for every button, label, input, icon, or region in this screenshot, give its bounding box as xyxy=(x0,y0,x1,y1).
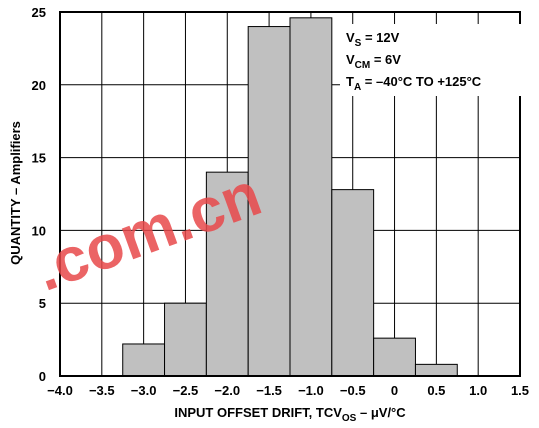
x-tick-label: 1.5 xyxy=(511,383,529,398)
x-tick-label: −0.5 xyxy=(340,383,366,398)
x-tick-labels: −4.0 −3.5 −3.0 −2.5 −2.0 −1.5 −1.0 −0.5 0 0.5 1.0 1… xyxy=(47,383,529,398)
x-tick-label: −4.0 xyxy=(47,383,73,398)
y-tick-label: 25 xyxy=(32,5,46,20)
x-tick-label: −2.5 xyxy=(173,383,199,398)
histogram-bar xyxy=(164,302,207,377)
y-tick-labels: 0 5 10 15 20 25 xyxy=(32,5,46,384)
annotation-ta: TA = –40°C TO +125°C xyxy=(346,74,482,93)
histogram-bar xyxy=(205,171,249,377)
y-tick-label: 15 xyxy=(32,151,46,166)
histogram-bar xyxy=(331,189,375,377)
y-tick-label: 0 xyxy=(39,369,46,384)
y-tick-label: 5 xyxy=(39,296,46,311)
y-axis-label: QUANTITY – Amplifiers xyxy=(8,121,23,265)
x-tick-label: 1.0 xyxy=(469,383,487,398)
y-tick-label: 10 xyxy=(32,223,46,238)
x-tick-label: −3.5 xyxy=(89,383,115,398)
histogram-bar xyxy=(122,343,166,377)
histogram-bar xyxy=(289,17,333,377)
x-tick-label: −3.0 xyxy=(131,383,157,398)
x-axis-label-tail: – μV/°C xyxy=(356,405,406,420)
x-axis-label: INPUT OFFSET DRIFT, TCVOS – μV/°C xyxy=(174,405,406,424)
x-tick-label: −1.0 xyxy=(298,383,324,398)
histogram-bar xyxy=(247,26,291,377)
histogram-bar xyxy=(373,337,416,377)
x-axis-label-main: INPUT OFFSET DRIFT, TCV xyxy=(174,405,342,420)
x-axis-label-sub: OS xyxy=(342,413,357,424)
conditions-annotation: VS = 12V VCM = 6V TA = –40°C TO +125°C xyxy=(340,24,522,96)
plot-frame xyxy=(59,11,521,377)
x-tick-label: −1.5 xyxy=(256,383,282,398)
annotation-vcm: VCM = 6V xyxy=(346,52,401,71)
x-tick-label: 0.5 xyxy=(427,383,445,398)
x-tick-label: −2.0 xyxy=(214,383,240,398)
x-tick-label: 0 xyxy=(391,383,398,398)
y-tick-label: 20 xyxy=(32,78,46,93)
histogram-bars xyxy=(122,17,458,377)
histogram-bar xyxy=(414,363,458,377)
annotation-vs: VS = 12V xyxy=(346,30,400,49)
